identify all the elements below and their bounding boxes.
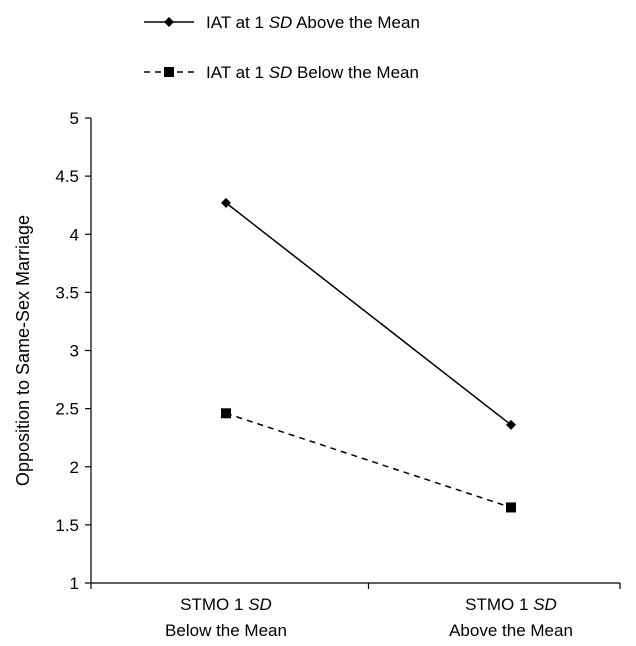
data-point [506, 502, 516, 513]
x-category-label-line2: Below the Mean [165, 621, 287, 640]
series-line [225, 412, 512, 509]
series-1 [221, 197, 516, 430]
y-tick-label: 5 [70, 109, 79, 128]
y-tick-label: 2 [70, 458, 79, 477]
legend-label: IAT at 1 SD Below the Mean [206, 63, 419, 82]
chart-plot-area [221, 197, 516, 513]
y-tick-label: 3.5 [55, 283, 79, 302]
y-tick-label: 1.5 [55, 516, 79, 535]
data-point [506, 419, 516, 430]
y-tick-label: 2.5 [55, 400, 79, 419]
y-tick-label: 1 [70, 574, 79, 593]
y-tick-label: 4 [70, 225, 79, 244]
data-point [221, 408, 231, 419]
legend-item-2: IAT at 1 SD Below the Mean [144, 63, 419, 82]
y-tick-label: 4.5 [55, 167, 79, 186]
data-point [221, 197, 231, 208]
x-category-label: STMO 1 SD [180, 595, 272, 614]
series-2 [221, 408, 516, 513]
series-line [225, 202, 512, 426]
chart-legend: IAT at 1 SD Above the Mean IAT at 1 SD Be… [144, 13, 420, 82]
x-category-label: STMO 1 SD [465, 595, 557, 614]
x-category-label-line2: Above the Mean [449, 621, 573, 640]
legend-swatch-marker [164, 67, 174, 77]
legend-item-1: IAT at 1 SD Above the Mean [144, 13, 420, 32]
legend-label: IAT at 1 SD Above the Mean [206, 13, 420, 32]
y-axis-title: Opposition to Same-Sex Marriage [13, 215, 33, 486]
legend-swatch-marker [164, 17, 174, 27]
y-tick-label: 3 [70, 342, 79, 361]
chart-axes: 1 1.5 2 2.5 3 3.5 4 4.5 5 STMO 1 SD Below the Mean… [13, 109, 621, 640]
